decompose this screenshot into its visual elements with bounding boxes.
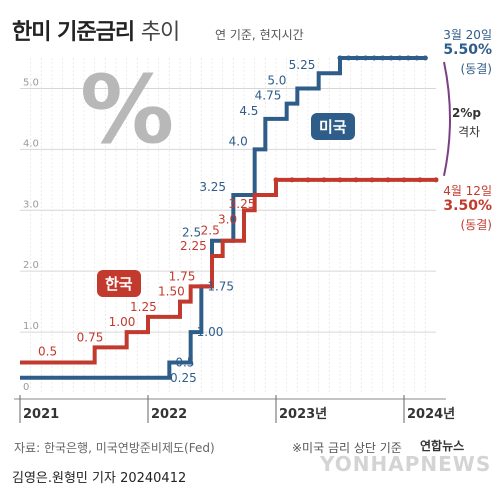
watermark: YONHAPNEWS bbox=[320, 452, 492, 476]
gap-value: 2%p bbox=[452, 106, 481, 120]
us-end-date: 3월 20일 bbox=[443, 28, 492, 42]
data-label: 3.25 bbox=[199, 180, 226, 194]
byline: 김영은.원형민 기자 20240412 bbox=[12, 471, 187, 486]
subtitle: 연 기준, 현지시간 bbox=[215, 28, 304, 42]
x-tick-label: 2022 bbox=[151, 407, 187, 422]
series-point-한국 bbox=[433, 177, 439, 183]
x-tick-label: 2021 bbox=[23, 407, 59, 422]
series-point-한국 bbox=[337, 177, 343, 183]
data-label: 0.75 bbox=[77, 330, 104, 344]
kr-end-status: (동결) bbox=[460, 218, 492, 232]
series-line-미국 bbox=[20, 56, 426, 380]
data-label: 2.5 bbox=[201, 224, 220, 238]
title-main: 한미 기준금리 bbox=[12, 20, 135, 45]
y-tick-label: 5.0 bbox=[23, 77, 39, 88]
data-label: 1.50 bbox=[158, 285, 185, 299]
grid-layer bbox=[14, 58, 446, 423]
data-label: 0.25 bbox=[170, 371, 197, 385]
data-label: 5.0 bbox=[267, 73, 286, 87]
y-tick-label: 1.0 bbox=[23, 321, 39, 332]
basis-note: ※미국 금리 상단 기준 bbox=[292, 441, 402, 455]
series-point-한국 bbox=[385, 177, 391, 183]
data-label: 1.75 bbox=[169, 269, 196, 283]
series-point-미국 bbox=[414, 55, 420, 61]
series-point-한국 bbox=[417, 177, 423, 183]
data-label: 3.25 bbox=[229, 197, 256, 211]
data-label: 3.0 bbox=[218, 212, 237, 226]
kr-end-value: 3.50% bbox=[443, 198, 492, 214]
data-label: 2.5 bbox=[182, 226, 201, 240]
series-point-미국 bbox=[422, 55, 428, 61]
series-point-한국 bbox=[401, 177, 407, 183]
x-tick-label: 2024년 bbox=[407, 407, 455, 422]
series-point-한국 bbox=[289, 177, 295, 183]
series-point-미국 bbox=[388, 55, 394, 61]
series-layer bbox=[20, 55, 439, 380]
x-tick-label: 2023년 bbox=[279, 407, 327, 422]
percent-symbol-decoration: % bbox=[80, 56, 175, 165]
series-point-미국 bbox=[405, 55, 411, 61]
kr-end-date: 4월 12일 bbox=[443, 184, 492, 198]
y-tick-label: 3.0 bbox=[23, 199, 39, 210]
series-point-미국 bbox=[397, 55, 403, 61]
series-point-미국 bbox=[363, 55, 369, 61]
source-note: 자료: 한국은행, 미국연방준비제도(Fed) bbox=[14, 441, 215, 455]
title-suffix: 추이 bbox=[140, 20, 180, 45]
series-point-한국 bbox=[305, 177, 311, 183]
series-point-미국 bbox=[371, 55, 377, 61]
y-tick-label: 2.0 bbox=[23, 260, 39, 271]
series-point-미국 bbox=[346, 55, 352, 61]
data-label: 1.75 bbox=[207, 279, 234, 293]
data-label: 4.5 bbox=[239, 104, 258, 118]
data-label: 0.5 bbox=[175, 356, 194, 370]
gap-label: 격차 bbox=[458, 125, 481, 139]
series-point-한국 bbox=[321, 177, 327, 183]
us-end-value: 5.50% bbox=[443, 42, 492, 58]
series-point-한국 bbox=[353, 177, 359, 183]
data-label: 1.00 bbox=[109, 315, 136, 329]
series-point-미국 bbox=[337, 55, 343, 61]
data-label: 2.25 bbox=[180, 239, 207, 253]
series-point-한국 bbox=[273, 177, 279, 183]
page-title: 한미 기준금리 추이 bbox=[12, 14, 180, 46]
series-point-미국 bbox=[354, 55, 360, 61]
series-point-미국 bbox=[380, 55, 386, 61]
y-tick-label: 4.0 bbox=[23, 138, 39, 149]
us-series-badge: 미국 bbox=[311, 113, 355, 140]
data-label: 0.5 bbox=[38, 345, 57, 359]
data-label: 1.25 bbox=[130, 300, 157, 314]
y-tick-label: 0 bbox=[23, 382, 29, 393]
data-label: 5.25 bbox=[289, 58, 316, 72]
data-label: 1.00 bbox=[197, 325, 224, 339]
data-label: 4.75 bbox=[255, 89, 282, 103]
series-line-한국 bbox=[20, 177, 436, 365]
gap-bracket bbox=[443, 61, 451, 177]
us-end-status: (동결) bbox=[460, 62, 492, 76]
brand-logo-text: 연합뉴스 bbox=[420, 439, 465, 453]
data-label: 4.0 bbox=[229, 134, 248, 148]
series-point-한국 bbox=[369, 177, 375, 183]
kr-series-badge: 한국 bbox=[97, 270, 141, 297]
